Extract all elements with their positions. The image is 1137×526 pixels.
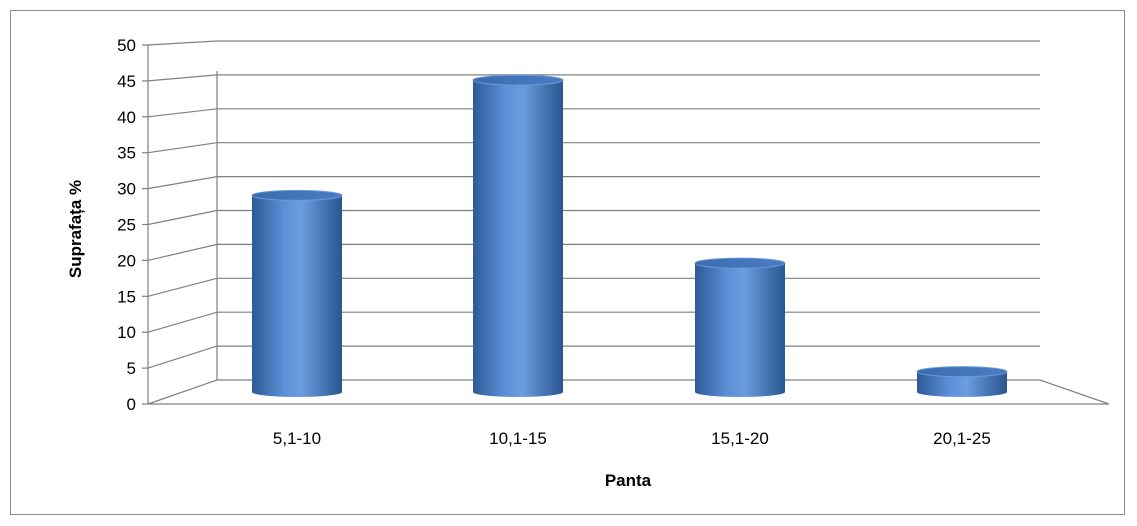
bar-body: [917, 371, 1007, 397]
y-axis-title: Suprafața %: [66, 180, 85, 278]
bar-body: [695, 263, 785, 397]
bar-top: [251, 189, 343, 201]
y-tick-label: 30: [117, 180, 136, 199]
bar: [694, 257, 786, 397]
bar: [472, 74, 564, 398]
y-tick-label: 35: [117, 144, 136, 163]
bar-top: [694, 257, 786, 269]
y-tick-label: 40: [117, 108, 136, 127]
bars: [251, 74, 1008, 398]
floor-plane: [147, 379, 1110, 405]
bar-top: [472, 74, 564, 86]
gridline: [147, 142, 1040, 154]
bar: [916, 366, 1008, 397]
y-tick-labels: 0 5 10 15 20 25 30 35 40 45 50: [117, 36, 136, 414]
x-tick-label: 5,1-10: [273, 429, 321, 448]
y-tick-label: 50: [117, 36, 136, 55]
gridline: [147, 74, 1040, 82]
y-tick-label: 20: [117, 251, 136, 270]
y-tick-label: 25: [117, 216, 136, 235]
x-tick-label: 20,1-25: [933, 429, 991, 448]
x-axis-title: Panta: [605, 471, 652, 490]
bar: [251, 189, 343, 397]
gridline: [147, 176, 1040, 190]
chart-frame: [10, 10, 1125, 515]
x-tick-labels: 5,1-10 10,1-15 15,1-20 20,1-25: [273, 429, 991, 448]
axes: [142, 44, 1110, 405]
y-tick-label: 5: [127, 359, 136, 378]
y-tick-label: 0: [127, 395, 136, 414]
x-tick-label: 10,1-15: [489, 429, 547, 448]
bar-body: [473, 80, 563, 398]
gridline: [147, 40, 1040, 46]
y-tick-label: 15: [117, 287, 136, 306]
bar-top: [916, 366, 1008, 378]
x-tick-label: 15,1-20: [711, 429, 769, 448]
y-tick-label: 45: [117, 72, 136, 91]
bar-body: [252, 195, 342, 397]
gridline: [147, 108, 1040, 118]
y-tick-label: 10: [117, 323, 136, 342]
